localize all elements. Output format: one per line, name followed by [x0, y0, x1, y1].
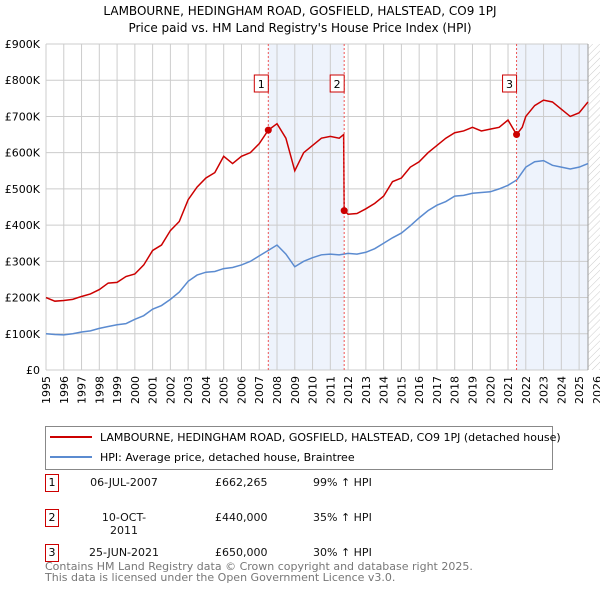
x-tick-label: 1996	[58, 376, 71, 404]
legend-property: LAMBOURNE, HEDINGHAM ROAD, GOSFIELD, HAL…	[100, 431, 561, 444]
x-tick-label: 2006	[235, 376, 248, 404]
footer-line-1: Contains HM Land Registry data © Crown c…	[45, 560, 473, 573]
x-tick-label: 2004	[200, 376, 213, 404]
x-tick-label: 2026	[591, 376, 600, 404]
y-tick-label: £500K	[5, 183, 41, 196]
y-tick-label: £400K	[5, 219, 41, 232]
sale-badge	[329, 74, 345, 93]
sale-hpi-change: 30% ↑ HPI	[313, 546, 372, 559]
sale-period-shade	[516, 44, 588, 370]
x-tick-label: 2024	[555, 376, 568, 404]
x-tick-label: 2012	[342, 376, 355, 404]
y-tick-label: £0	[26, 364, 40, 377]
chart-title: LAMBOURNE, HEDINGHAM ROAD, GOSFIELD, HAL…	[103, 4, 496, 18]
x-tick-label: 2019	[466, 376, 479, 404]
x-tick-label: 2011	[324, 376, 337, 404]
x-tick-label: 2002	[164, 376, 177, 404]
sale-number-badge: 2	[45, 509, 59, 527]
sale-point	[513, 131, 521, 139]
forecast-hatch	[587, 44, 600, 370]
x-tick-label: 1999	[111, 376, 124, 404]
x-tick-label: 2014	[378, 376, 391, 404]
sale-point	[264, 126, 272, 134]
x-tick-label: 2025	[573, 376, 586, 404]
x-tick-label: 2013	[360, 376, 373, 404]
price-chart: LAMBOURNE, HEDINGHAM ROAD, GOSFIELD, HAL…	[5, 4, 600, 404]
x-tick-label: 2000	[129, 376, 142, 404]
x-tick-label: 2023	[538, 376, 551, 404]
x-tick-label: 2018	[449, 376, 462, 404]
chart-subtitle: Price paid vs. HM Land Registry's House …	[128, 21, 471, 35]
y-tick-label: £800K	[5, 74, 41, 87]
legend-hpi: HPI: Average price, detached house, Brai…	[100, 451, 355, 464]
x-tick-label: 2008	[271, 376, 284, 404]
y-tick-label: £600K	[5, 147, 41, 160]
sale-number-badge: 1	[45, 474, 59, 492]
series-line-hpi	[45, 159, 589, 336]
x-tick-label: 2016	[413, 376, 426, 404]
sale-badge-label: 1	[258, 78, 265, 91]
x-tick-label: 2003	[182, 376, 195, 404]
x-tick-label: 2021	[502, 376, 515, 404]
x-tick-label: 2010	[307, 376, 320, 404]
sale-hpi-change: 35% ↑ HPI	[313, 511, 372, 524]
x-tick-label: 2015	[395, 376, 408, 404]
x-tick-label: 2009	[289, 376, 302, 404]
sale-point	[340, 207, 348, 215]
x-tick-label: 2005	[218, 376, 231, 404]
y-tick-label: £900K	[5, 38, 41, 51]
sale-price: £662,265	[215, 476, 268, 489]
x-tick-label: 2017	[431, 376, 444, 404]
sale-price: £440,000	[215, 511, 268, 524]
sale-period-shade	[268, 44, 345, 370]
sale-date: 06-JUL-2007	[90, 476, 158, 489]
sale-badge-label: 3	[506, 78, 513, 91]
x-tick-label: 1995	[40, 376, 53, 404]
sale-badge	[502, 74, 518, 93]
sale-date: 10-OCT-2011	[101, 511, 147, 537]
sale-price: £650,000	[215, 546, 268, 559]
legend: LAMBOURNE, HEDINGHAM ROAD, GOSFIELD, HAL…	[45, 426, 561, 470]
sale-badge	[253, 74, 269, 93]
y-tick-label: £200K	[5, 292, 41, 305]
x-tick-label: 2022	[520, 376, 533, 404]
y-tick-label: £700K	[5, 110, 41, 123]
x-tick-label: 1997	[76, 376, 89, 404]
y-tick-label: £300K	[5, 255, 41, 268]
y-tick-label: £100K	[5, 328, 41, 341]
x-tick-label: 2001	[147, 376, 160, 404]
sale-badge-label: 2	[334, 78, 341, 91]
sale-date: 25-JUN-2021	[88, 546, 160, 559]
footer-line-2: This data is licensed under the Open Gov…	[45, 571, 396, 584]
series-line-property	[45, 99, 589, 302]
x-tick-label: 2020	[484, 376, 497, 404]
x-tick-label: 1998	[93, 376, 106, 404]
x-tick-label: 2007	[253, 376, 266, 404]
sale-hpi-change: 99% ↑ HPI	[313, 476, 372, 489]
sale-number-badge: 3	[45, 544, 59, 562]
